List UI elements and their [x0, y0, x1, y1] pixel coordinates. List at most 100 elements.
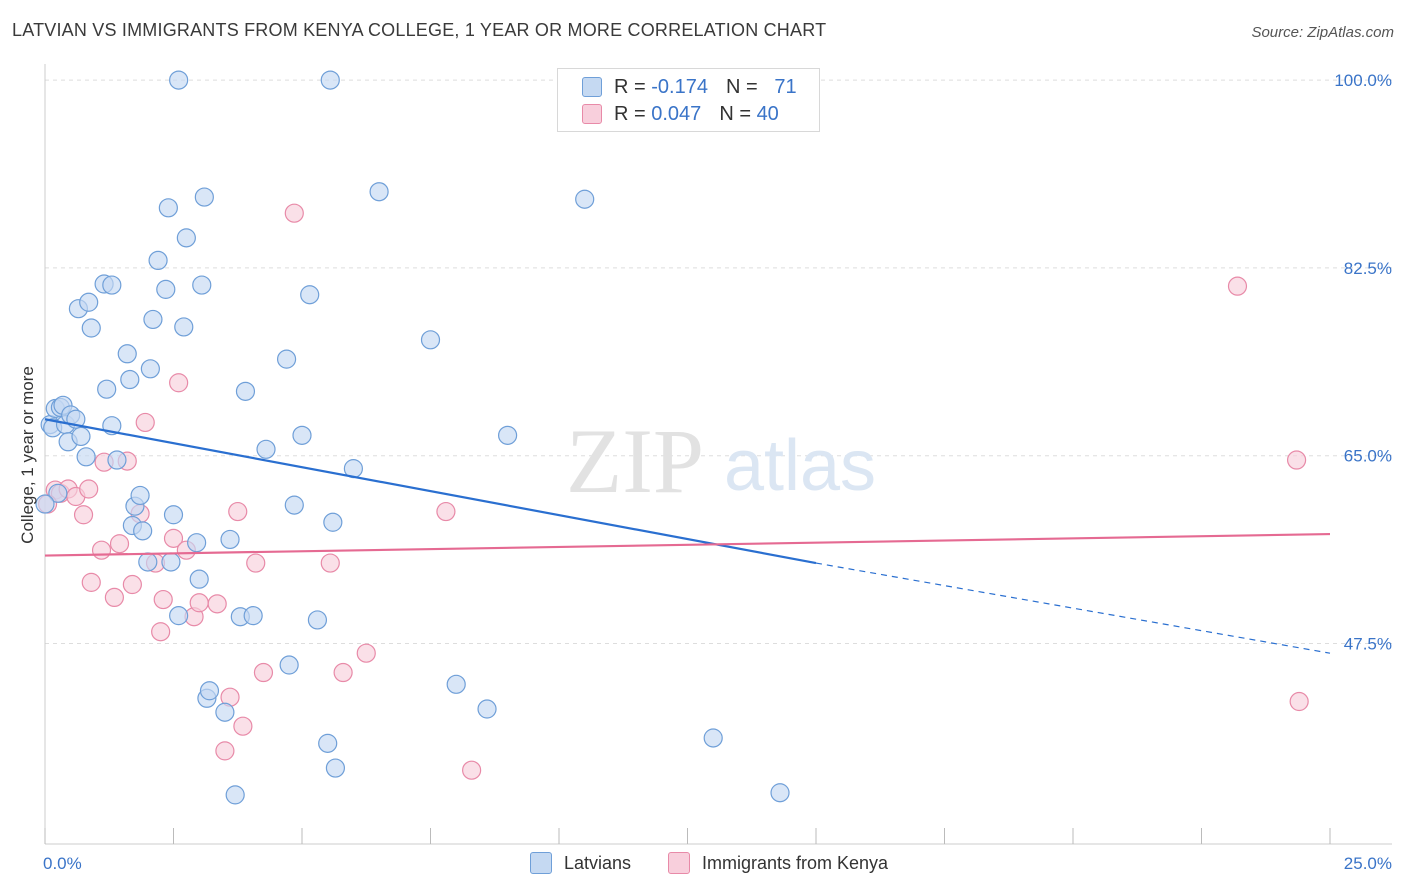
data-point	[575, 189, 595, 209]
data-point	[120, 369, 140, 390]
data-point	[81, 572, 101, 592]
data-point	[138, 552, 158, 572]
x-tick-label: 0.0%	[43, 854, 82, 873]
data-point	[225, 785, 245, 805]
data-point	[284, 203, 304, 223]
data-point	[156, 279, 176, 299]
data-point	[79, 479, 99, 499]
data-point	[498, 425, 518, 445]
data-point	[158, 198, 178, 218]
y-tick-label: 65.0%	[1344, 447, 1392, 466]
data-point	[276, 349, 297, 369]
data-point	[233, 716, 253, 736]
data-point	[1227, 276, 1248, 296]
data-point	[133, 521, 153, 541]
watermark-atlas: atlas	[724, 426, 876, 506]
watermark-zip: ZIP	[566, 410, 704, 512]
data-point	[446, 674, 466, 694]
data-point	[215, 741, 235, 761]
n-value: 71	[774, 75, 797, 98]
kenya-swatch	[582, 104, 602, 124]
data-point	[189, 569, 209, 589]
source-credit: Source: ZipAtlas.com	[1251, 24, 1394, 41]
n-label: N =	[719, 102, 751, 125]
legend-row-kenya: R = 0.047 N = 40	[582, 101, 779, 127]
data-point	[135, 412, 155, 433]
data-point	[163, 505, 184, 525]
data-point	[97, 379, 117, 399]
data-point	[117, 344, 137, 364]
data-point	[35, 494, 55, 514]
n-label: N =	[725, 75, 758, 98]
trendline-kenya	[44, 532, 1331, 557]
kenya-swatch	[668, 852, 690, 874]
data-point	[300, 285, 320, 305]
data-point	[235, 381, 256, 401]
legend-item-latvians: Latvians	[530, 852, 631, 874]
data-point	[194, 187, 214, 207]
watermark: ZIP atlas	[566, 410, 876, 512]
data-point	[462, 760, 482, 780]
data-point	[48, 483, 68, 503]
data-point	[292, 425, 312, 445]
r-value: -0.174	[651, 75, 708, 98]
data-point	[73, 505, 94, 525]
y-tick-label: 100.0%	[1334, 71, 1392, 90]
y-axis-label: College, 1 year or more	[18, 366, 37, 544]
x-tick-label: 25.0%	[1344, 854, 1392, 873]
trendlines	[44, 418, 1331, 654]
latvians-swatch	[582, 77, 602, 97]
r-label: R =	[614, 75, 646, 98]
data-point	[79, 292, 99, 312]
data-point	[169, 70, 189, 90]
r-label: R =	[614, 102, 646, 125]
legend-label-kenya: Immigrants from Kenya	[702, 852, 889, 873]
data-point	[76, 447, 96, 467]
data-point	[130, 485, 150, 506]
data-point	[104, 587, 124, 608]
legend-label-latvians: Latvians	[564, 852, 632, 873]
data-point	[436, 501, 456, 522]
data-point	[220, 529, 240, 550]
data-point	[207, 594, 227, 614]
data-point	[161, 552, 181, 572]
data-point	[174, 317, 194, 337]
data-point	[253, 662, 274, 683]
data-point	[169, 606, 189, 626]
data-point	[307, 610, 328, 630]
chart-title: LATVIAN VS IMMIGRANTS FROM KENYA COLLEGE…	[12, 20, 827, 40]
data-point	[333, 662, 353, 683]
data-point	[703, 728, 723, 748]
data-point	[325, 758, 346, 778]
data-point	[122, 574, 142, 595]
data-point	[163, 528, 184, 548]
data-point	[192, 275, 212, 295]
data-point	[107, 450, 127, 470]
data-point	[1289, 691, 1309, 712]
data-point	[169, 373, 189, 393]
data-point	[420, 330, 441, 350]
data-point	[81, 318, 101, 338]
data-point	[320, 70, 340, 90]
data-point	[91, 540, 112, 560]
tick-labels: 100.0% 82.5% 65.0% 47.5% 0.0% 25.0%	[43, 71, 1392, 873]
data-point	[1286, 450, 1307, 470]
data-point	[140, 359, 160, 379]
data-point	[153, 589, 173, 610]
data-point	[243, 606, 263, 626]
data-point	[284, 495, 304, 515]
data-point	[318, 733, 338, 753]
data-point	[151, 622, 171, 642]
axes	[44, 64, 1392, 845]
data-point	[109, 534, 130, 554]
legend-row-latvians: R = -0.174 N = 71	[582, 74, 797, 100]
data-point	[356, 643, 376, 663]
data-point	[71, 426, 91, 447]
data-point	[215, 702, 235, 722]
data-point	[256, 439, 276, 459]
data-point	[770, 783, 790, 803]
correlation-legend: R = -0.174 N = 71 R = 0.047 N = 40	[557, 68, 820, 132]
data-point	[189, 593, 209, 613]
data-point	[102, 275, 122, 295]
